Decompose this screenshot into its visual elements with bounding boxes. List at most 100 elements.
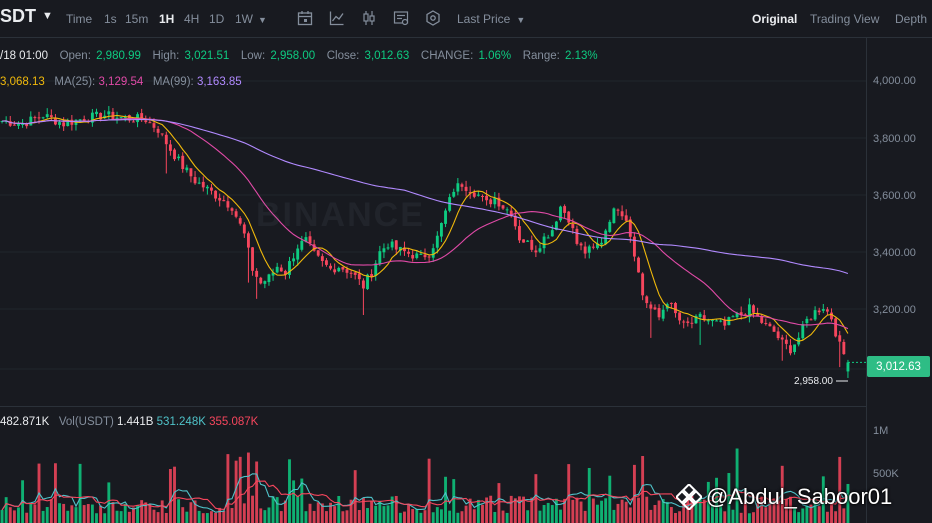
exchange-watermark: BINANCE	[256, 196, 425, 234]
trading-pair-selector[interactable]: SDT ▼	[0, 6, 53, 27]
low-price-marker: 2,958.00	[794, 376, 833, 387]
volume-bar	[82, 505, 86, 523]
volume-bar	[140, 500, 144, 523]
volume-bar	[596, 504, 599, 523]
candle-body	[522, 239, 525, 243]
candle-body	[378, 251, 382, 265]
candle-body	[493, 197, 497, 205]
candle-body	[357, 273, 361, 280]
volume-bar	[534, 474, 538, 523]
candle-body	[427, 256, 431, 258]
timeframe-1w[interactable]: 1W	[235, 12, 253, 26]
volume-bar	[316, 502, 320, 523]
candle-body	[82, 118, 86, 122]
volume-bar	[678, 511, 682, 523]
chart-settings-icon[interactable]	[393, 10, 409, 26]
candle-body	[218, 197, 222, 201]
ma99-line	[2, 119, 849, 275]
candle-body	[784, 339, 788, 344]
close-label: Close:	[326, 50, 360, 62]
volume-bar	[12, 510, 16, 523]
volume-value: 482.871K	[0, 416, 50, 428]
indicator-chart-icon[interactable]	[329, 10, 345, 26]
volume-bar	[797, 512, 801, 523]
candle-body	[513, 215, 517, 227]
candle-body	[374, 263, 378, 276]
volume-bar	[489, 495, 493, 523]
candle-body	[403, 247, 406, 252]
price-type-selector[interactable]: Last Price ▼	[457, 12, 525, 26]
ma99-value: 3,163.85	[196, 76, 242, 88]
candle-body	[554, 221, 558, 230]
volume-bar	[181, 507, 185, 523]
hexagon-settings-icon[interactable]	[425, 10, 441, 26]
close-value: 3,012.63	[364, 50, 410, 62]
candle-body	[760, 316, 764, 323]
candle-body	[464, 186, 468, 191]
range-label: Range:	[522, 50, 560, 62]
volume-bar	[476, 499, 480, 523]
candle-body	[337, 267, 341, 272]
calendar-icon[interactable]	[297, 10, 313, 26]
volume-bar	[111, 502, 115, 523]
volume-bar	[674, 513, 677, 523]
volume-bar	[308, 503, 312, 523]
timeframe-1h[interactable]: 1H	[159, 12, 175, 26]
candle-body	[620, 211, 624, 217]
candle-body	[164, 134, 168, 145]
view-original-tab[interactable]: Original	[752, 12, 798, 26]
volume-bar	[160, 500, 164, 523]
volume-bar	[669, 507, 673, 523]
volume-bar	[205, 513, 209, 523]
candle-body	[407, 251, 411, 254]
volume-bar	[353, 470, 357, 523]
volume-bar	[361, 497, 365, 523]
candle-body	[127, 115, 131, 121]
candle-body	[251, 247, 254, 271]
candle-body	[435, 235, 439, 248]
timeframe-1d[interactable]: 1D	[209, 12, 225, 26]
volume-bar	[518, 496, 521, 523]
candle-body	[780, 337, 784, 340]
volume-bar	[616, 503, 620, 523]
timeframe-more-chevron-icon[interactable]: ▼	[258, 15, 267, 25]
volume-bar	[238, 456, 242, 523]
volume-bar	[756, 502, 760, 523]
candle-body	[645, 296, 649, 304]
view-trading-view-tab[interactable]: Trading View	[810, 12, 880, 26]
volume-bar	[776, 496, 780, 523]
candle-body	[173, 149, 176, 160]
volume-bar	[460, 511, 464, 523]
volume-legend: 482.871K Vol(USDT) 1.441B 531.248K 355.0…	[0, 416, 258, 428]
view-depth-tab[interactable]: Depth	[895, 12, 928, 26]
volume-bar	[661, 499, 665, 523]
ma25-value: 3,129.54	[98, 76, 144, 88]
volume-bar	[86, 504, 90, 523]
candle-body	[583, 246, 587, 254]
candle-body	[472, 192, 476, 197]
candle-body	[764, 323, 768, 325]
candle-body	[768, 323, 772, 327]
timeframe-time[interactable]: Time	[66, 12, 93, 26]
volume-bar	[17, 507, 20, 523]
volume-bar	[546, 502, 550, 523]
candlestick-type-icon[interactable]	[361, 10, 377, 26]
volume-bar	[637, 497, 640, 523]
volume-bar	[571, 499, 575, 523]
volume-bar	[817, 506, 821, 523]
candle-body	[193, 177, 197, 184]
volume-ma5-value: 531.248K	[156, 416, 206, 428]
candle-body	[90, 112, 94, 123]
candle-body	[534, 250, 538, 253]
candle-body	[288, 261, 291, 275]
timeframe-4h[interactable]: 4H	[184, 12, 200, 26]
candle-body	[62, 122, 66, 127]
volume-bar	[164, 513, 168, 523]
volume-bar	[419, 512, 423, 523]
timeframe-15m[interactable]: 15m	[125, 12, 149, 26]
timeframe-1s[interactable]: 1s	[104, 12, 117, 26]
candle-body	[485, 195, 489, 201]
candle-body	[674, 303, 677, 314]
candle-body	[132, 121, 135, 123]
